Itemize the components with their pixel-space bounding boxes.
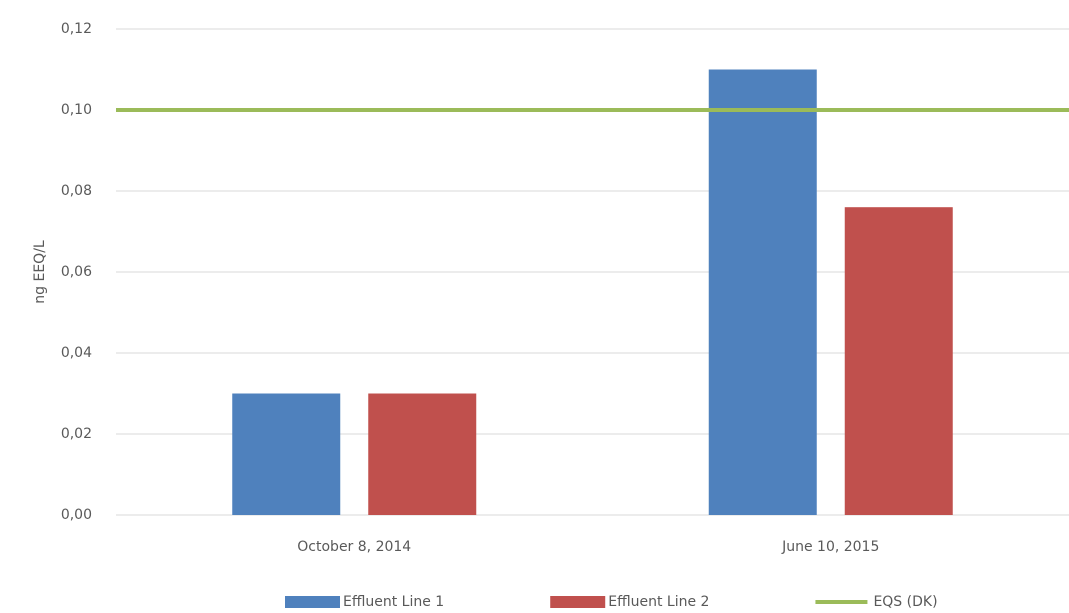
bar (368, 393, 477, 515)
legend-label: EQS (DK) (873, 594, 937, 610)
y-tick-label: 0,10 (61, 102, 92, 118)
bar (232, 393, 341, 515)
y-tick-label: 0,00 (61, 507, 92, 523)
y-tick-label: 0,08 (61, 183, 92, 199)
bar (708, 69, 817, 515)
y-tick-label: 0,02 (61, 426, 92, 442)
y-tick-label: 0,06 (61, 264, 92, 280)
legend-label: Effluent Line 2 (608, 594, 709, 610)
x-tick-label: June 10, 2015 (781, 539, 879, 555)
bar (844, 207, 953, 515)
legend-label: Effluent Line 1 (343, 594, 444, 610)
y-tick-label: 0,12 (61, 21, 92, 37)
x-tick-label: October 8, 2014 (297, 539, 411, 555)
legend-swatch (550, 596, 606, 608)
legend-swatch (285, 596, 340, 608)
y-axis-label: ng EEQ/L (32, 240, 48, 304)
y-tick-label: 0,04 (61, 345, 92, 361)
